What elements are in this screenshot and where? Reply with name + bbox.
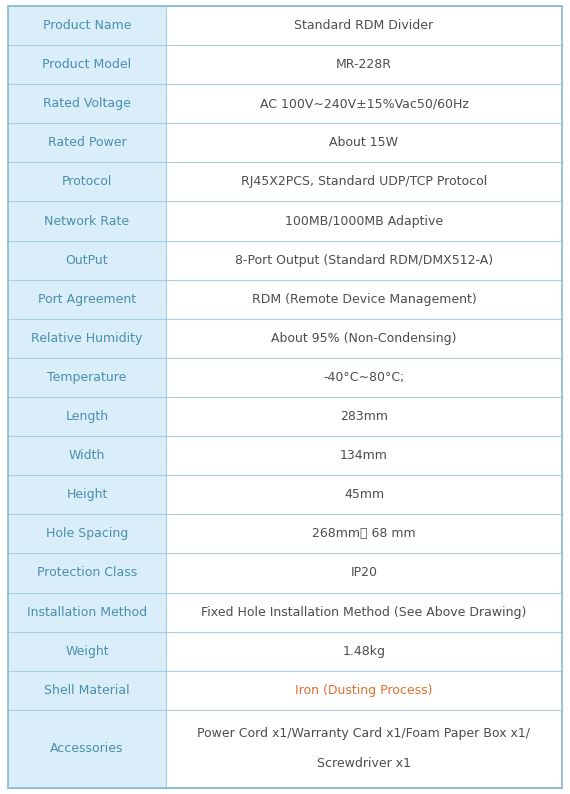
Bar bbox=[166, 515, 562, 553]
Text: Accessories: Accessories bbox=[50, 742, 124, 755]
Bar bbox=[8, 592, 166, 631]
Text: Rated Power: Rated Power bbox=[48, 137, 127, 149]
Bar bbox=[166, 436, 562, 475]
Text: 100MB/1000MB Adaptive: 100MB/1000MB Adaptive bbox=[285, 214, 443, 228]
Text: Iron (Dusting Process): Iron (Dusting Process) bbox=[295, 684, 433, 697]
Text: Installation Method: Installation Method bbox=[27, 606, 147, 619]
Text: 1.48kg: 1.48kg bbox=[343, 645, 385, 657]
Text: -40°C∼80°C;: -40°C∼80°C; bbox=[323, 371, 405, 384]
Text: Weight: Weight bbox=[65, 645, 109, 657]
Text: Standard RDM Divider: Standard RDM Divider bbox=[294, 19, 434, 32]
Bar bbox=[8, 475, 166, 515]
Bar bbox=[8, 358, 166, 397]
Bar bbox=[166, 241, 562, 279]
Text: Width: Width bbox=[69, 449, 105, 462]
Text: Relative Humidity: Relative Humidity bbox=[31, 332, 142, 345]
Text: 268mm； 68 mm: 268mm； 68 mm bbox=[312, 527, 416, 541]
Bar bbox=[8, 397, 166, 436]
Text: 134mm: 134mm bbox=[340, 449, 388, 462]
Text: OutPut: OutPut bbox=[66, 253, 108, 267]
Text: 45mm: 45mm bbox=[344, 488, 384, 501]
Bar bbox=[8, 241, 166, 279]
Bar bbox=[166, 123, 562, 163]
Bar bbox=[166, 592, 562, 631]
Text: Height: Height bbox=[66, 488, 108, 501]
Bar bbox=[166, 553, 562, 592]
Bar bbox=[166, 475, 562, 515]
Text: Fixed Hole Installation Method (See Above Drawing): Fixed Hole Installation Method (See Abov… bbox=[201, 606, 527, 619]
Text: IP20: IP20 bbox=[351, 566, 377, 580]
Bar bbox=[8, 671, 166, 710]
Bar bbox=[166, 45, 562, 84]
Bar bbox=[166, 631, 562, 671]
Bar bbox=[166, 279, 562, 319]
Bar bbox=[8, 553, 166, 592]
Bar bbox=[166, 6, 562, 45]
Bar bbox=[166, 84, 562, 123]
Text: Power Cord x1/Warranty Card x1/Foam Paper Box x1/

Screwdriver x1: Power Cord x1/Warranty Card x1/Foam Pape… bbox=[197, 727, 531, 770]
Bar bbox=[166, 202, 562, 241]
Text: Protocol: Protocol bbox=[62, 175, 112, 188]
Bar bbox=[8, 84, 166, 123]
Text: Product Model: Product Model bbox=[42, 58, 132, 71]
Bar bbox=[8, 515, 166, 553]
Bar bbox=[8, 163, 166, 202]
Text: About 15W: About 15W bbox=[329, 137, 398, 149]
Bar bbox=[166, 671, 562, 710]
Bar bbox=[8, 123, 166, 163]
Text: Temperature: Temperature bbox=[47, 371, 127, 384]
Text: Product Name: Product Name bbox=[43, 19, 131, 32]
Text: Rated Voltage: Rated Voltage bbox=[43, 97, 131, 110]
Text: RJ45X2PCS, Standard UDP/TCP Protocol: RJ45X2PCS, Standard UDP/TCP Protocol bbox=[241, 175, 487, 188]
Text: Protection Class: Protection Class bbox=[37, 566, 137, 580]
Bar bbox=[8, 710, 166, 788]
Bar bbox=[166, 710, 562, 788]
Text: AC 100V∼240V±15%Vac50/60Hz: AC 100V∼240V±15%Vac50/60Hz bbox=[259, 97, 469, 110]
Text: RDM (Remote Device Management): RDM (Remote Device Management) bbox=[251, 293, 477, 306]
Bar bbox=[8, 279, 166, 319]
Bar bbox=[8, 319, 166, 358]
Bar bbox=[166, 319, 562, 358]
Bar bbox=[166, 358, 562, 397]
Bar bbox=[8, 202, 166, 241]
Text: MR-228R: MR-228R bbox=[336, 58, 392, 71]
Text: Hole Spacing: Hole Spacing bbox=[46, 527, 128, 541]
Bar bbox=[8, 6, 166, 45]
Text: 8-Port Output (Standard RDM/DMX512-A): 8-Port Output (Standard RDM/DMX512-A) bbox=[235, 253, 493, 267]
Text: About 95% (Non-Condensing): About 95% (Non-Condensing) bbox=[271, 332, 457, 345]
Bar bbox=[8, 45, 166, 84]
Bar bbox=[166, 163, 562, 202]
Text: Length: Length bbox=[66, 410, 108, 423]
Bar bbox=[166, 397, 562, 436]
Bar bbox=[8, 436, 166, 475]
Text: Network Rate: Network Rate bbox=[44, 214, 129, 228]
Text: 283mm: 283mm bbox=[340, 410, 388, 423]
Bar bbox=[8, 631, 166, 671]
Text: Port Agreement: Port Agreement bbox=[38, 293, 136, 306]
Text: Shell Material: Shell Material bbox=[44, 684, 130, 697]
